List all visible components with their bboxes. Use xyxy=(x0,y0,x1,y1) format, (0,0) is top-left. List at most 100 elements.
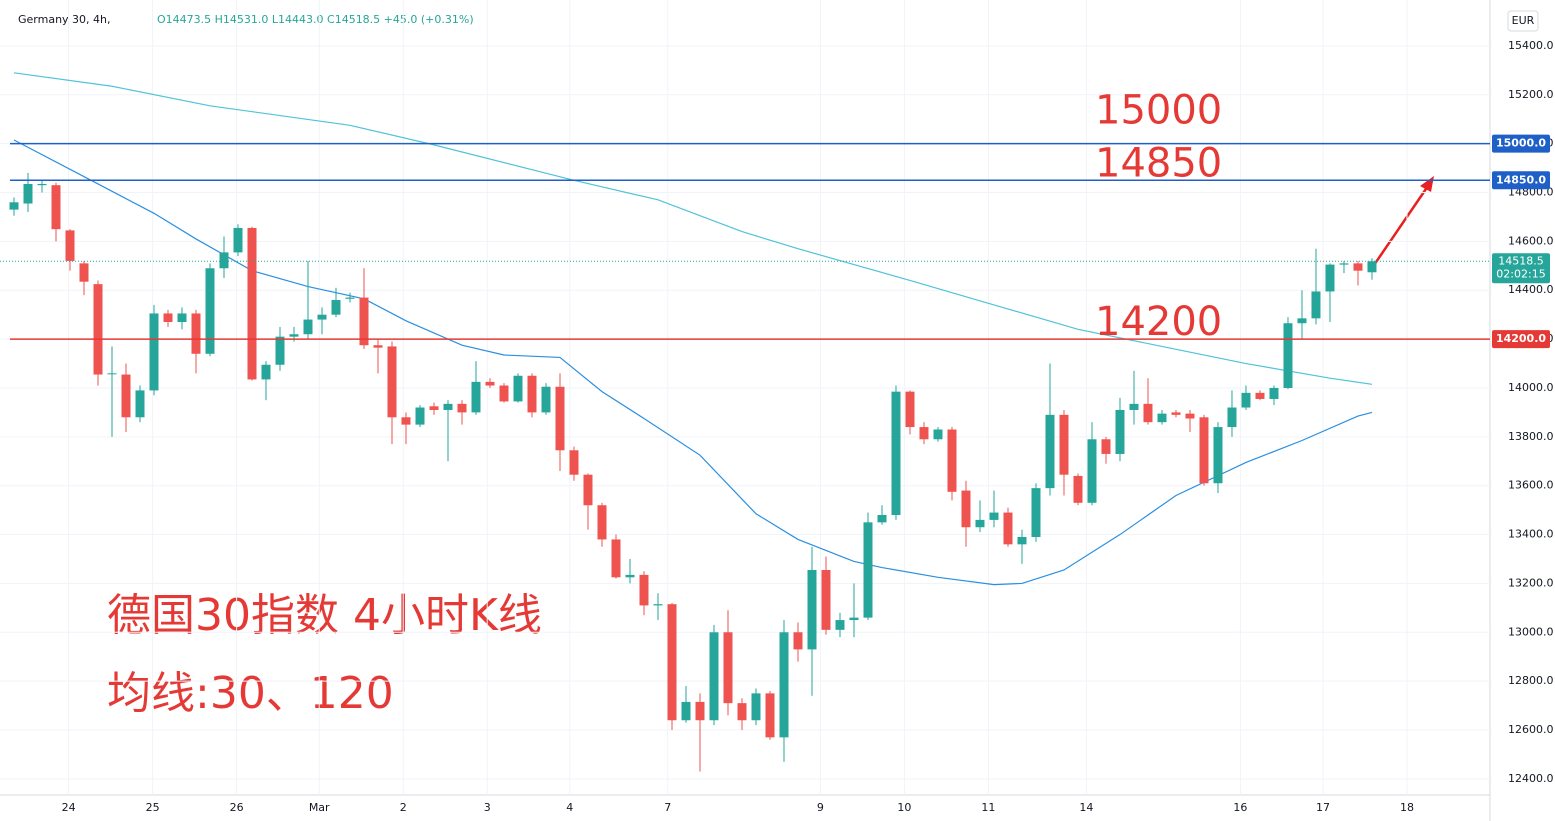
level-price-label: 14850.0 xyxy=(1496,173,1546,186)
candle-body xyxy=(1171,412,1181,415)
candle-body xyxy=(415,407,425,425)
candle-body xyxy=(1353,263,1363,271)
x-tick-label: Mar xyxy=(309,801,330,814)
x-tick-label: 24 xyxy=(62,801,76,814)
candle-body xyxy=(443,403,453,410)
candle-body xyxy=(373,345,383,348)
candle-body xyxy=(471,381,481,413)
candle-body xyxy=(1059,414,1069,475)
moving-average xyxy=(13,139,1373,586)
candle-body xyxy=(135,390,145,418)
x-tick-label: 11 xyxy=(981,801,995,814)
candle-body xyxy=(1367,261,1377,273)
candle-body xyxy=(387,346,397,418)
candle-body xyxy=(975,519,985,528)
symbol-title: Germany 30, 4h, xyxy=(18,13,111,26)
x-tick-label: 4 xyxy=(566,801,573,814)
candle-body xyxy=(821,569,831,630)
candle-body xyxy=(457,403,467,413)
candle-body xyxy=(1031,488,1041,538)
y-tick-label: 13600.0 xyxy=(1508,479,1554,492)
candle-body xyxy=(1199,417,1209,484)
candle-body xyxy=(149,313,159,391)
candle-body xyxy=(1003,512,1013,545)
annotation-ma: 均线:30、120 xyxy=(107,668,394,719)
ohlc-legend: O14473.5 H14531.0 L14443.0 C14518.5 +45.… xyxy=(157,13,474,26)
level-price-box xyxy=(1492,134,1550,153)
y-tick-label: 12400.0 xyxy=(1508,772,1554,785)
candle-body xyxy=(541,386,551,413)
candle-body xyxy=(1339,263,1349,265)
currency: EUR xyxy=(1512,14,1535,27)
x-tick-label: 18 xyxy=(1400,801,1414,814)
candle-body xyxy=(37,183,47,186)
candle-body xyxy=(681,701,691,721)
level-annotation: 15000 xyxy=(1095,88,1222,134)
candle-body xyxy=(1213,427,1223,484)
currency-box xyxy=(1507,10,1539,32)
candle-body xyxy=(961,490,971,528)
candle-body xyxy=(1157,413,1167,423)
candle-body xyxy=(737,703,747,721)
candle-body xyxy=(639,574,649,606)
candle-body xyxy=(1325,264,1335,292)
level-annotation: 14850 xyxy=(1095,140,1222,186)
candle-body xyxy=(93,284,103,375)
candle-body xyxy=(793,632,803,650)
candle-body xyxy=(1255,392,1265,399)
candle-body xyxy=(1297,318,1307,324)
candle-body xyxy=(359,297,369,346)
x-tick-label: 14 xyxy=(1079,801,1093,814)
annotation-title: 德国30指数 4小时K线 xyxy=(107,590,542,641)
candle-body xyxy=(835,620,845,630)
candle-body xyxy=(807,569,817,650)
candle-body xyxy=(849,617,859,621)
candle-body xyxy=(23,183,33,204)
candle-body xyxy=(779,632,789,738)
candle-body xyxy=(485,381,495,386)
candle-body xyxy=(709,632,719,721)
candle-body xyxy=(1269,387,1279,399)
y-tick-label: 13400.0 xyxy=(1508,528,1554,541)
candle-body xyxy=(751,693,761,721)
candle-body xyxy=(1045,414,1055,489)
y-tick-label: 12600.0 xyxy=(1508,723,1554,736)
x-tick-label: 26 xyxy=(230,801,244,814)
candle-body xyxy=(1283,323,1293,388)
candle-body xyxy=(205,268,215,354)
x-tick-label: 9 xyxy=(817,801,824,814)
candle-body xyxy=(1087,439,1097,503)
x-tick-label: 25 xyxy=(146,801,160,814)
candle-body xyxy=(79,263,89,282)
candle-body xyxy=(653,604,663,606)
y-tick-label: 13000.0 xyxy=(1508,625,1554,638)
candle-body xyxy=(1185,413,1195,419)
candle-body xyxy=(107,373,117,375)
moving-average xyxy=(13,72,1373,385)
level-price-label: 15000.0 xyxy=(1496,137,1546,150)
candle-body xyxy=(891,391,901,516)
candle-body xyxy=(303,319,313,335)
x-tick-label: 2 xyxy=(400,801,407,814)
candle-body xyxy=(163,313,173,323)
y-tick-label: 15200.0 xyxy=(1508,88,1554,101)
candle-body xyxy=(877,515,887,523)
candle-body xyxy=(513,375,523,402)
candle-body xyxy=(583,474,593,506)
level-annotation: 14200 xyxy=(1095,299,1222,345)
candle-body xyxy=(177,313,187,323)
countdown: 02:02:15 xyxy=(1496,267,1545,280)
x-tick-label: 16 xyxy=(1233,801,1247,814)
candle-body xyxy=(597,505,607,540)
candle-body xyxy=(905,391,915,428)
x-tick-label: 10 xyxy=(897,801,911,814)
x-tick-label: 17 xyxy=(1316,801,1330,814)
y-tick-label: 14400.0 xyxy=(1508,283,1554,296)
candle-body xyxy=(275,336,285,365)
candle-body xyxy=(429,406,439,410)
y-tick-label: 13800.0 xyxy=(1508,430,1554,443)
candle-body xyxy=(1143,403,1153,423)
candle-body xyxy=(65,230,75,261)
candle-body xyxy=(947,429,957,492)
level-price-label: 14200.0 xyxy=(1496,332,1546,345)
